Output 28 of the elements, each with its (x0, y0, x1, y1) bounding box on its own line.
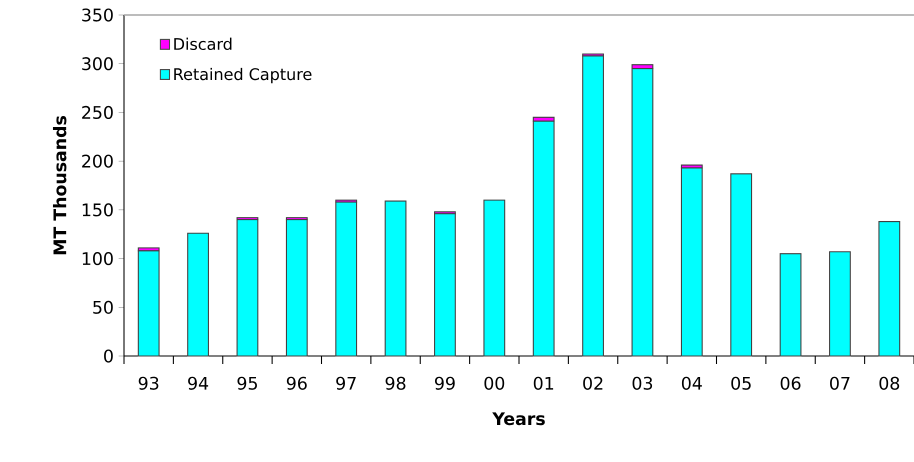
x-tick-label: 97 (336, 376, 356, 390)
x-tick-label: 99 (435, 376, 455, 390)
x-axis-title: Years (492, 412, 545, 426)
y-tick-label: 150 (82, 203, 113, 216)
legend-label: Discard (174, 38, 232, 50)
y-tick-label: 350 (82, 8, 113, 22)
x-tick-label: 95 (238, 376, 257, 390)
y-tick-label: 200 (82, 154, 113, 168)
x-tick-label: 02 (583, 376, 602, 390)
x-tick-label: 03 (632, 376, 652, 390)
y-tick-label: 50 (93, 300, 113, 314)
x-tick-label: 06 (780, 376, 800, 390)
x-tick-label: 94 (188, 376, 208, 390)
x-tick-label: 07 (830, 376, 850, 390)
y-tick-label: 300 (82, 57, 113, 70)
x-tick-label: 96 (286, 376, 307, 390)
x-tick-label: 08 (879, 376, 900, 390)
x-tick-label: 00 (484, 376, 504, 390)
x-tick-label: 98 (386, 376, 406, 390)
x-tick-label: 01 (534, 376, 554, 390)
x-tick-label: 04 (682, 376, 702, 390)
x-tick-label: 93 (138, 376, 158, 390)
y-tick-label: 250 (82, 106, 113, 119)
y-tick-label: 100 (82, 252, 113, 266)
y-axis-title: MT Thousands (52, 116, 66, 254)
y-tick-label: 0 (104, 349, 113, 363)
legend-label: Retained Capture (174, 68, 312, 84)
x-tick-label: 05 (731, 376, 751, 390)
